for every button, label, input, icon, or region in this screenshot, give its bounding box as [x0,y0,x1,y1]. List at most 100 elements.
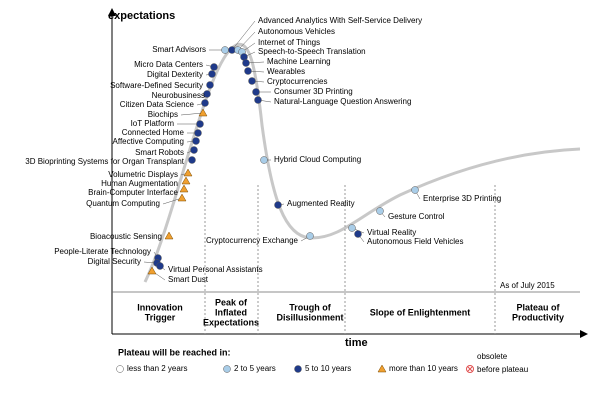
legend-label: 5 to 10 years [305,364,351,373]
tech-label: Micro Data Centers [134,60,203,69]
tech-label: Augmented Reality [287,199,355,208]
legend-marker [377,364,387,373]
tech-label: Consumer 3D Printing [274,87,353,96]
tech-label: Autonomous Field Vehicles [367,237,464,246]
legend-label: less than 2 years [127,364,187,373]
tech-marker [260,156,268,164]
tech-marker [208,70,216,78]
leader-line [162,197,183,205]
tech-marker [244,67,252,75]
tech-marker [198,108,208,117]
legend-marker-x [467,366,473,372]
tech-label: Connected Home [122,128,185,137]
tech-marker [306,232,314,240]
tech-label: IoT Platform [131,119,175,128]
hype-curve [143,42,581,283]
tech-label: Speech-to-Speech Translation [258,47,366,56]
tech-label: Cryptocurrency Exchange [206,236,299,245]
tech-marker [196,120,204,128]
tech-label: Neurobusiness [152,91,205,100]
tech-label: Virtual Reality [367,228,416,237]
tech-marker [203,90,211,98]
tech-label: Smart Advisors [152,45,206,54]
tech-label: Brain-Computer Interface [88,188,178,197]
leader-line [237,31,256,51]
tech-label: Software-Defined Security [110,81,203,90]
tech-label: Advanced Analytics With Self-Service Del… [258,16,422,25]
legend-label: 2 to 5 years [234,364,276,373]
tech-marker [181,176,191,185]
tech-label: Quantum Computing [86,199,160,208]
y-axis-label: expectations [108,10,175,22]
legend-label: more than 10 years [389,364,458,373]
legend-label: before plateau [477,365,528,374]
tech-label: Internet of Things [258,38,320,47]
tech-marker [164,231,174,240]
tech-label: Cryptocurrencies [267,77,327,86]
tech-label: Smart Dust [168,275,209,284]
tech-marker [192,137,200,145]
leader-line [231,20,256,51]
tech-label: Autonomous Vehicles [258,27,335,36]
tech-label: Biochips [148,110,178,119]
tech-marker [188,156,196,164]
tech-label: Smart Robots [135,148,184,157]
tech-label: Enterprise 3D Printing [423,194,501,203]
tech-label: Wearables [267,67,305,76]
phase-label: Trigger [145,312,176,322]
phase-label: Expectations [203,317,259,327]
tech-label: Volumetric Displays [108,170,178,179]
tech-label: Digital Dexterity [147,70,203,79]
legend-marker [294,365,302,373]
tech-marker [411,186,419,194]
tech-label: Gesture Control [388,212,445,221]
tech-marker [147,266,157,275]
x-arrow [580,330,588,338]
tech-marker [190,146,198,154]
tech-label: Citizen Data Science [120,100,195,109]
tech-marker [242,59,250,67]
tech-label: Hybrid Cloud Computing [274,155,361,164]
phase-label: Peak of [215,297,248,307]
tech-marker [354,230,362,238]
tech-marker [183,168,193,177]
phase-label: Plateau of [516,302,560,312]
legend-title: Plateau will be reached in: [118,347,231,357]
phase-label: Trough of [289,302,331,312]
tech-label: Bioacoustic Sensing [90,232,162,241]
tech-marker [348,224,356,232]
phase-label: Slope of Enlightenment [370,307,471,317]
tech-label: People-Literate Technology [54,247,151,256]
tech-marker [254,96,262,104]
tech-marker [252,88,260,96]
phase-label: Disillusionment [276,312,343,322]
tech-label: Virtual Personal Assistants [168,265,263,274]
tech-label: 3D Bioprinting Systems for Organ Transpl… [25,157,185,166]
legend-marker [116,365,124,373]
tech-label: Machine Learning [267,57,331,66]
tech-marker [210,63,218,71]
phase-label: Inflated [215,307,247,317]
tech-label: Digital Security [88,257,141,266]
tech-marker [201,99,209,107]
tech-marker [376,207,384,215]
tech-marker [177,193,187,202]
leader-line [180,112,204,116]
phase-label: Productivity [512,312,564,322]
phase-label: Innovation [137,302,183,312]
y-arrow [108,8,116,16]
tech-marker [221,46,229,54]
tech-label: Affective Computing [113,137,184,146]
tech-marker [194,129,202,137]
tech-marker [156,262,164,270]
tech-marker [179,184,189,193]
legend-label: obsolete [477,352,508,361]
tech-marker [206,81,214,89]
tech-label: Human Augmentation [101,179,178,188]
tech-label: Natural-Language Question Answering [274,97,411,106]
tech-marker [248,77,256,85]
legend-marker [223,365,231,373]
